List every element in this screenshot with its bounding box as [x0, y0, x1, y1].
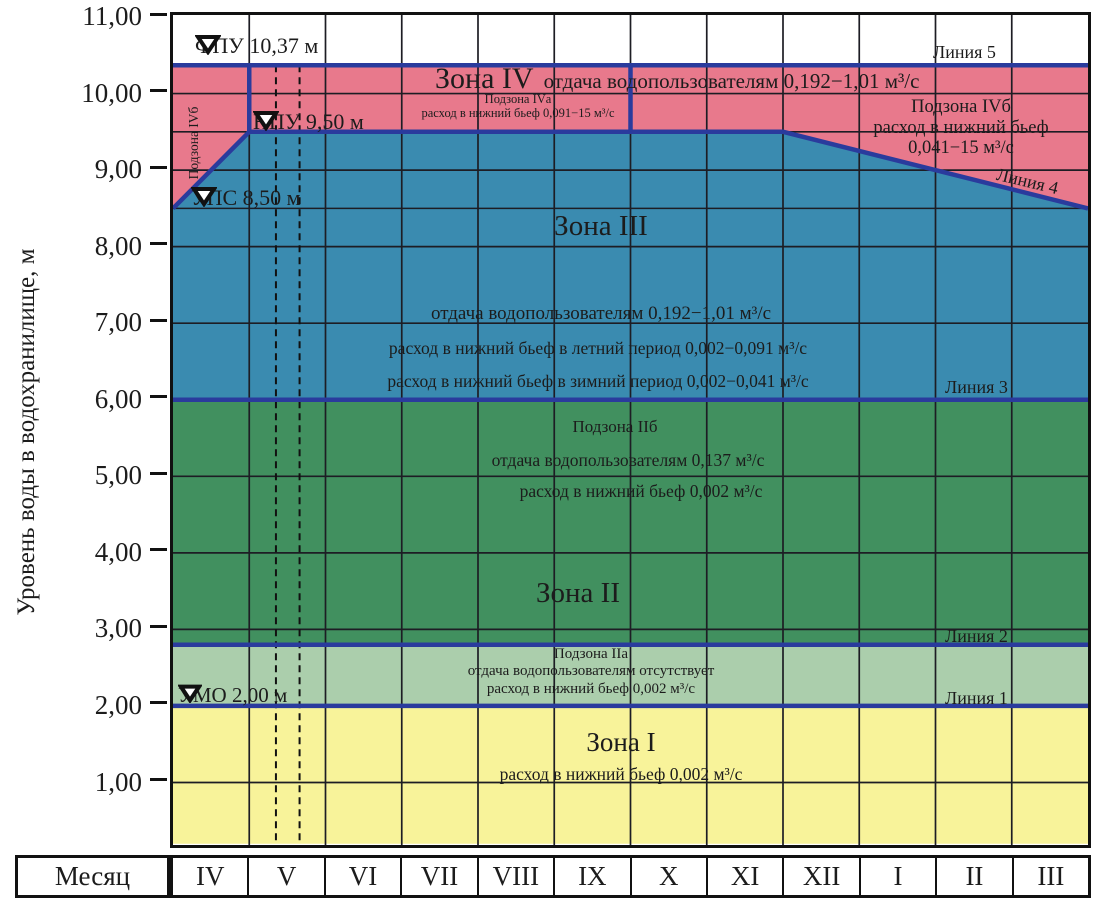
- fpu-marker: ФПУ 10,37 м: [195, 33, 318, 59]
- zone3-line3: расход в нижний бьеф в зимний период 0,0…: [387, 371, 809, 391]
- month-cell: IX: [553, 858, 629, 895]
- level-mark-triangle-icon: [253, 111, 279, 131]
- y-axis-label: 1,00: [94, 766, 142, 797]
- ups-marker: УПС 8,50 м: [191, 185, 301, 211]
- subzone-4b-block: Подзона IVб расход в нижний бьеф 0,041−1…: [873, 97, 1048, 159]
- subzone-2b-line1: отдача водопользователям 0,137 м³/с: [491, 450, 765, 470]
- month-cell: VII: [400, 858, 476, 895]
- y-axis-tick: [150, 624, 167, 628]
- subzone-2a-line1: отдача водопользователям отсутствует: [467, 663, 715, 680]
- y-axis-label: 4,00: [94, 536, 142, 567]
- chart-canvas-svg: [173, 15, 1088, 845]
- zone4-title: Зона IV: [435, 62, 534, 95]
- y-axis-tick: [150, 701, 167, 705]
- level-mark-triangle-icon: [195, 35, 221, 55]
- y-axis-tick: [150, 242, 167, 246]
- subzone-4b-vertical-label: Подзона IVб: [185, 106, 201, 180]
- month-cell: VIII: [476, 858, 553, 895]
- y-axis-tick: [150, 778, 167, 781]
- subzone-2a-name: Подзона IIа: [553, 646, 629, 662]
- month-cell: II: [935, 858, 1011, 895]
- y-axis-label: 8,00: [94, 230, 142, 261]
- y-axis-label: 7,00: [94, 307, 142, 338]
- month-cell: X: [629, 858, 706, 895]
- y-axis-label: 3,00: [94, 613, 142, 644]
- month-cell: XII: [782, 858, 858, 895]
- line1-label: Линия 1: [945, 688, 1008, 708]
- zone3-line1: отдача водопользователям 0,192−1,01 м³/с: [430, 303, 772, 324]
- y-axis-tick: [150, 471, 167, 475]
- zone2-title: Зона II: [536, 577, 620, 609]
- umo-marker: УМО 2,00 м: [178, 683, 287, 708]
- line2-label: Линия 2: [945, 626, 1008, 646]
- zone4-header: Зона IV отдача водопользователям 0,192−1…: [435, 63, 919, 95]
- subzone-4a-name: Подзона IVа: [484, 92, 552, 106]
- zone3-line2: расход в нижний бьеф в летний период 0,0…: [388, 338, 808, 358]
- y-axis-label: 11,00: [82, 1, 142, 31]
- month-cell: XI: [705, 858, 782, 895]
- subzone-4a-block: Подзона IVа расход в нижний бьеф 0,091−1…: [421, 92, 614, 121]
- zone4-release: отдача водопользователям 0,192−1,01 м³/с: [543, 69, 920, 93]
- month-cell: I: [858, 858, 935, 895]
- y-axis-label: 5,00: [94, 460, 142, 491]
- boundary-line: [173, 129, 1088, 211]
- subzone-2a-line2: расход в нижний бьеф 0,002 м³/с: [486, 680, 696, 697]
- subzone-4a-line: расход в нижний бьеф 0,091−15 м³/с: [421, 106, 615, 121]
- level-mark-triangle-icon: [178, 684, 202, 703]
- subzone-4b-line1: расход в нижний бьеф: [873, 117, 1049, 138]
- zone3-title: Зона III: [554, 210, 648, 242]
- y-axis-tick: [150, 12, 167, 16]
- line3-label: Линия 3: [945, 377, 1008, 397]
- level-mark-triangle-icon: [191, 187, 217, 207]
- y-axis-tick: [150, 89, 167, 93]
- subzone-2b-name: Подзона IIб: [572, 417, 658, 436]
- subzone-2b-line2: расход в нижний бьеф 0,002 м³/с: [519, 481, 763, 501]
- subzone-2a-block: Подзона IIа отдача водопользователям отс…: [468, 646, 715, 698]
- subzone-4b-line2: 0,041−15 м³/с: [908, 138, 1014, 159]
- y-axis-label: 10,00: [81, 77, 142, 108]
- zone1-line1: расход в нижний бьеф 0,002 м³/с: [499, 764, 743, 784]
- y-axis-tick: [150, 548, 167, 552]
- line5-label: Линия 5: [933, 42, 996, 62]
- month-axis-row: IV V VI VII VIII IX X XI XII I II III: [170, 855, 1091, 898]
- y-axis-tick: [150, 395, 167, 399]
- month-axis-header: Месяц: [15, 855, 170, 898]
- month-cell: III: [1011, 858, 1088, 895]
- y-axis-label: 6,00: [94, 383, 142, 414]
- zone1-title: Зона I: [586, 727, 656, 757]
- month-cell: IV: [195, 861, 225, 891]
- npu-marker: НПУ 9,50 м: [253, 109, 364, 135]
- y-axis-tick: [150, 318, 167, 322]
- subzone-4b-name: Подзона IVб: [911, 97, 1011, 117]
- plot-area: Линия 5 Линия 4 Линия 3 Линия 2 Линия 1 …: [170, 12, 1091, 848]
- y-axis-label: 2,00: [94, 689, 142, 720]
- month-cell: V: [247, 858, 323, 895]
- y-axis-tick: [150, 165, 167, 169]
- month-cell: VI: [323, 858, 400, 895]
- y-axis-label: 9,00: [94, 154, 142, 185]
